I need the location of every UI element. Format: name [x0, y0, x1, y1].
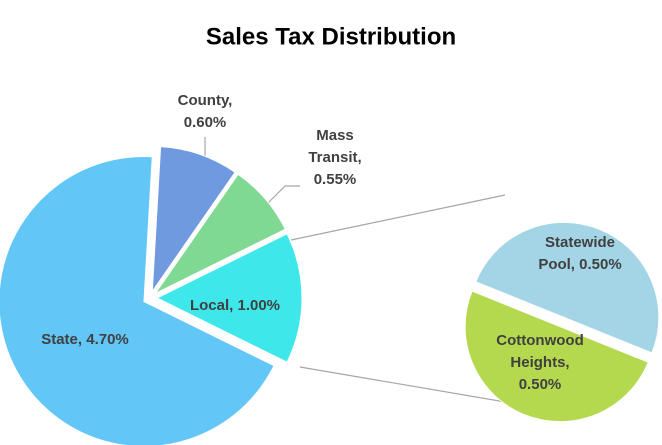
pie-slice: [0, 156, 275, 445]
pie-slice: [155, 233, 303, 363]
data-label: Local, 1.00%: [190, 297, 280, 314]
pie-slice: [154, 173, 286, 294]
data-label: Mass Transit, 0.55%: [308, 127, 361, 188]
pie-slice: [475, 221, 660, 354]
connector-line: [290, 194, 506, 241]
pie-slice: [151, 146, 236, 294]
data-label: Cottonwood Heights, 0.50%: [496, 332, 583, 393]
data-label: State, 4.70%: [41, 331, 129, 348]
leader-line: [267, 185, 300, 204]
data-label: Statewide Pool, 0.50%: [538, 234, 621, 273]
chart-title: Sales Tax Distribution: [206, 23, 456, 50]
pie-slice: [464, 290, 649, 423]
data-label: County, 0.60%: [178, 92, 233, 131]
